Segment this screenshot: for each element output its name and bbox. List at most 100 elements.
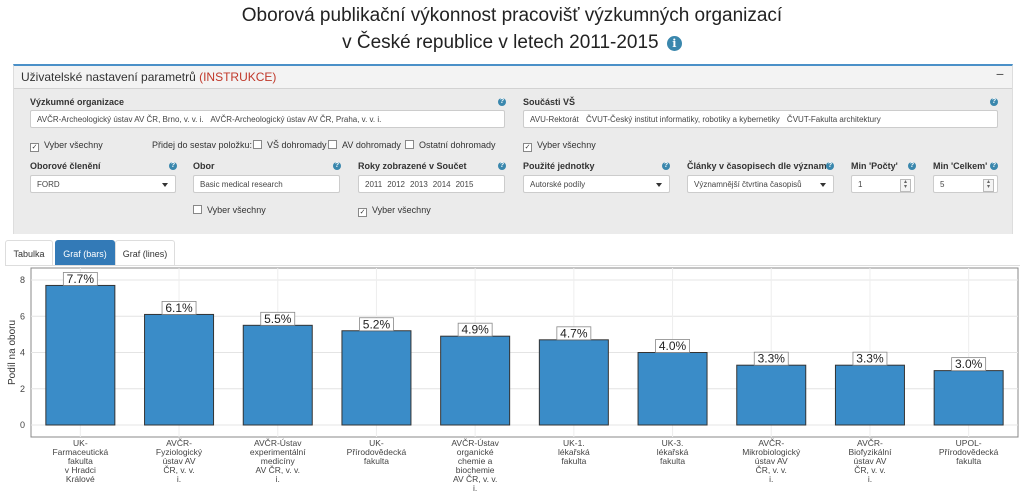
year-token[interactable]: 2014	[432, 180, 451, 189]
min-total-input[interactable]: 5 ▴ ▾	[933, 175, 998, 193]
checkbox-box[interactable]	[328, 140, 337, 149]
data-label: 5.5%	[264, 312, 292, 326]
y-tick-label: 6	[20, 311, 25, 321]
x-tick-label: Biofyzikální	[848, 447, 892, 457]
data-label: 4.7%	[560, 326, 588, 340]
x-tick-label: Přírodovědecká	[939, 447, 999, 457]
chevron-down-icon	[656, 183, 662, 187]
data-label: 5.2%	[363, 317, 391, 331]
bar	[637, 352, 708, 426]
university-part-token[interactable]: AVU-Rektorát	[530, 115, 579, 124]
select-all-parts-checkbox[interactable]: ✓ Vyber všechny	[523, 140, 596, 152]
min-total-label: Min 'Celkem'	[933, 161, 988, 171]
checkbox-box[interactable]	[253, 140, 262, 149]
settings-panel: Uživatelské nastavení parametrů (INSTRUK…	[13, 64, 1013, 234]
x-tick-label: UK-1.	[563, 438, 585, 448]
x-tick-label: chemie a	[458, 456, 493, 466]
articles-select[interactable]: Významnější čtvrtina časopisů	[687, 175, 834, 193]
units-select[interactable]: Autorské podíly	[523, 175, 670, 193]
data-label: 3.0%	[955, 357, 983, 371]
years-input[interactable]: 2011 2012 2013 2014 2015	[358, 175, 505, 193]
checkbox-box[interactable]	[405, 140, 414, 149]
select-all-orgs-checkbox[interactable]: ✓ Vyber všechny	[30, 140, 103, 152]
x-tick-label: fakulta	[364, 456, 389, 466]
data-label: 3.3%	[758, 352, 786, 366]
select-value: Významnější čtvrtina časopisů	[694, 180, 802, 189]
help-icon[interactable]: ?	[498, 98, 506, 106]
tab-table[interactable]: Tabulka	[5, 240, 53, 265]
help-icon[interactable]: ?	[498, 162, 506, 170]
help-icon[interactable]: ?	[990, 98, 998, 106]
year-token[interactable]: 2012	[387, 180, 405, 189]
x-tick-label: Králové	[66, 474, 95, 484]
checkbox-label: VŠ dohromady	[267, 140, 327, 150]
data-label: 3.3%	[856, 352, 884, 366]
x-tick-label: v Hradci	[65, 465, 96, 475]
checkbox-box[interactable]	[193, 205, 202, 214]
select-value: FORD	[37, 180, 60, 189]
year-token[interactable]: 2011	[365, 180, 383, 189]
field-classification-label: Oborové členění	[30, 161, 101, 171]
year-token[interactable]: 2013	[410, 180, 428, 189]
settings-title-text: Uživatelské nastavení parametrů	[21, 70, 196, 84]
collapse-icon[interactable]: −	[995, 66, 1004, 82]
checkbox-label: Vyber všechny	[537, 140, 596, 150]
units-label: Použité jednotky	[523, 161, 595, 171]
research-org-token[interactable]: AVČR-Archeologický ústav AV ČR, Praha, v…	[210, 115, 382, 124]
x-tick-label: UPOL-	[956, 438, 982, 448]
tab-bar-chart[interactable]: Graf (bars)	[55, 240, 115, 265]
help-icon[interactable]: ?	[908, 162, 916, 170]
select-all-fields-checkbox[interactable]: Vyber všechny	[193, 205, 266, 215]
y-axis-label: Podíl na oboru	[7, 320, 18, 385]
bar	[440, 335, 511, 426]
checkbox-box[interactable]: ✓	[30, 143, 39, 152]
research-org-token[interactable]: AVČR-Archeologický ústav AV ČR, Brno, v.…	[37, 115, 204, 124]
help-icon[interactable]: ?	[333, 162, 341, 170]
articles-label: Články v časopisech dle významu	[687, 161, 833, 171]
year-token[interactable]: 2015	[455, 180, 474, 189]
x-tick-label: UK-3.	[662, 438, 684, 448]
settings-panel-header[interactable]: Uživatelské nastavení parametrů (INSTRUK…	[14, 66, 1012, 89]
data-label-box	[457, 322, 493, 337]
others-together-checkbox[interactable]: Ostatní dohromady	[405, 140, 496, 150]
bar	[144, 313, 215, 426]
data-label-box	[852, 351, 888, 366]
data-label-box	[359, 317, 394, 332]
x-tick-label: Přírodovědecká	[347, 447, 407, 457]
university-parts-input[interactable]: AVU-Rektorát ČVUT-Český institut informa…	[523, 110, 998, 128]
av-together-checkbox[interactable]: AV dohromady	[328, 140, 401, 150]
min-counts-input[interactable]: 1 ▴ ▾	[851, 175, 915, 193]
stepper-icon[interactable]: ▴ ▾	[900, 179, 911, 192]
research-orgs-label: Výzkumné organizace	[30, 97, 125, 107]
research-orgs-input[interactable]: AVČR-Archeologický ústav AV ČR, Brno, v.…	[30, 110, 505, 128]
data-label-box	[951, 357, 987, 372]
help-icon[interactable]: ?	[169, 162, 177, 170]
x-tick-label: lékařská	[657, 447, 689, 457]
x-tick-label: AVČR-	[166, 438, 192, 448]
input-value: 5	[940, 180, 945, 189]
data-label-box	[655, 339, 690, 353]
checkbox-box[interactable]: ✓	[358, 208, 367, 217]
field-input[interactable]: Basic medical research	[193, 175, 340, 193]
x-tick-label: UK-	[73, 438, 88, 448]
bar	[341, 330, 412, 426]
input-value: 1	[858, 180, 863, 189]
info-icon[interactable]: i	[666, 36, 682, 51]
help-icon[interactable]: ?	[826, 162, 834, 170]
help-icon[interactable]: ?	[662, 162, 670, 170]
vs-together-checkbox[interactable]: VŠ dohromady	[253, 140, 327, 150]
chevron-down-icon	[162, 183, 168, 187]
university-part-token[interactable]: ČVUT-Fakulta architektury	[786, 115, 881, 124]
select-all-years-checkbox[interactable]: ✓ Vyber všechny	[358, 205, 431, 217]
university-part-token[interactable]: ČVUT-Český institut informatiky, robotik…	[586, 115, 780, 124]
x-tick-label: fakulta	[956, 456, 981, 466]
instructions-link[interactable]: (INSTRUKCE)	[199, 70, 277, 84]
stepper-icon[interactable]: ▴ ▾	[983, 179, 994, 192]
tab-line-chart[interactable]: Graf (lines)	[115, 240, 175, 265]
x-tick-label: fakulta	[68, 456, 93, 466]
chevron-down-icon	[820, 183, 826, 187]
checkbox-box[interactable]: ✓	[523, 143, 532, 152]
field-classification-select[interactable]: FORD	[30, 175, 176, 193]
x-tick-label: Farmaceutická	[52, 447, 108, 457]
help-icon[interactable]: ?	[990, 162, 998, 170]
